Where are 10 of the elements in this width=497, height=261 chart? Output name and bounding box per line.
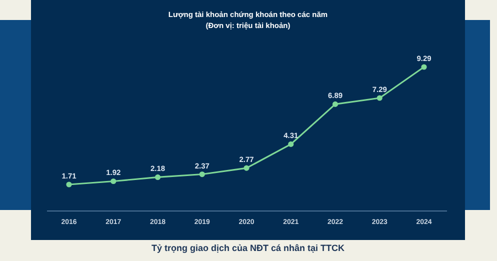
point — [199, 171, 205, 178]
point — [244, 165, 250, 171]
text: Tỷ trọng giao dịch của NĐT cá nhân tại TTCK — [151, 243, 346, 253]
point — [421, 64, 427, 70]
point — [154, 174, 161, 180]
point — [376, 95, 382, 101]
point — [288, 141, 294, 147]
point — [110, 178, 116, 184]
point — [66, 182, 72, 188]
point — [332, 101, 338, 107]
